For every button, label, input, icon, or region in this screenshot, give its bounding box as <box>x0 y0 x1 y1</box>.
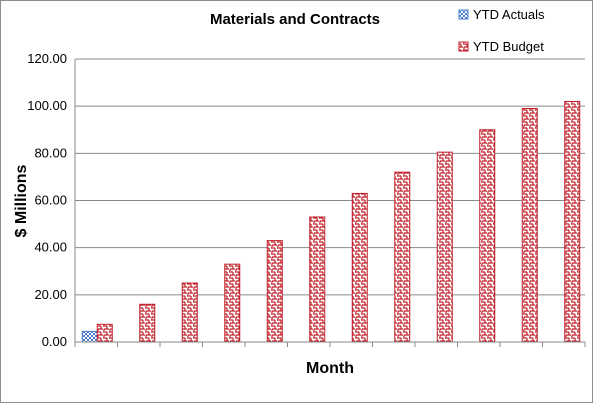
bar-budget <box>309 216 326 343</box>
bar-actuals <box>81 330 98 343</box>
legend-label: YTD Actuals <box>473 7 545 22</box>
y-tick-label: 20.00 <box>34 287 67 302</box>
bar-budget <box>479 129 496 343</box>
bar-budget <box>139 303 156 343</box>
y-tick-label: 80.00 <box>34 145 67 160</box>
bar-budget <box>224 263 241 343</box>
bar-budget <box>564 100 581 343</box>
legend-swatch <box>458 9 469 20</box>
bar-budget <box>266 240 283 343</box>
bar-budget <box>521 108 538 343</box>
x-axis-title: Month <box>306 360 354 377</box>
y-axis-title: $ Millions <box>13 164 30 237</box>
legend-swatch <box>458 41 469 52</box>
bar-budget <box>181 282 198 343</box>
chart-title: Materials and Contracts <box>210 11 380 28</box>
y-tick-label: 100.00 <box>27 98 67 113</box>
bar-budget <box>351 192 368 343</box>
bar-budget <box>394 171 411 343</box>
legend-label: YTD Budget <box>473 39 544 54</box>
y-tick-label: 40.00 <box>34 240 67 255</box>
bar-budget <box>436 151 453 343</box>
y-tick-label: 120.00 <box>27 51 67 66</box>
y-tick-label: 0.00 <box>42 334 67 349</box>
bar-budget <box>96 323 113 343</box>
y-tick-label: 60.00 <box>34 193 67 208</box>
